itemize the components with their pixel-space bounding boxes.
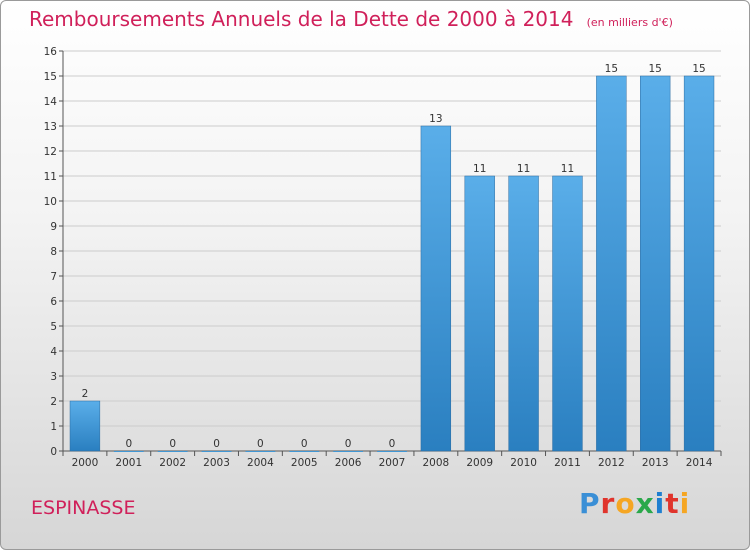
brand-letter: i [654,487,666,520]
y-tick-label: 6 [50,296,57,308]
bar-layer [69,75,715,452]
y-tick-label: 0 [50,446,57,458]
bar-value-label: 0 [301,438,308,450]
x-tick-label: 2013 [642,457,669,469]
x-tick-label: 2007 [379,457,406,469]
bar-2011 [552,175,583,452]
x-tick-label: 2014 [686,457,713,469]
x-tick-label: 2008 [422,457,449,469]
x-tick-label: 2006 [335,457,362,469]
bar-2002 [157,451,188,452]
bar-2014 [683,75,715,452]
bar-value-label: 11 [561,163,574,175]
bar-value-label: 15 [605,63,618,75]
bar-value-label: 0 [125,438,132,450]
bar-value-label: 15 [692,63,705,75]
y-tick-label: 3 [50,371,57,383]
chart-title: Remboursements Annuels de la Dette de 20… [29,7,574,31]
bar-2012 [596,75,627,452]
bar-2005 [289,451,320,452]
brand-letter: t [665,487,680,520]
y-tick-label: 12 [44,146,57,158]
title-row: Remboursements Annuels de la Dette de 20… [29,7,673,31]
x-tick-label: 2000 [72,457,99,469]
bar-value-label: 0 [345,438,352,450]
y-tick-label: 1 [50,421,57,433]
x-tick-label: 2001 [115,457,142,469]
bar-2004 [245,451,276,452]
bar-2007 [377,451,407,452]
unit-note: (en milliers d'€) [586,16,673,29]
x-tick-label: 2003 [203,457,230,469]
bar-value-label: 0 [169,438,176,450]
bar-2006 [333,451,364,452]
bar-value-label: 0 [213,438,220,450]
y-tick-label: 5 [50,321,57,333]
bar-value-label: 11 [473,163,486,175]
x-tick-label: 2011 [554,457,581,469]
x-tick-label: 2009 [466,457,493,469]
bar-2001 [113,451,144,452]
x-tick-label: 2012 [598,457,625,469]
bar-value-label: 11 [517,163,530,175]
y-tick-label: 14 [44,96,58,108]
y-tick-label: 13 [44,121,57,133]
y-tick-label: 11 [44,171,57,183]
bar-2009 [464,175,495,452]
y-tick-label: 2 [50,396,57,408]
y-tick-label: 7 [50,271,57,283]
bar-value-label: 2 [82,388,89,400]
x-tick-label: 2002 [159,457,186,469]
bar-2013 [640,75,671,452]
bar-value-label: 0 [389,438,396,450]
bar-value-label: 15 [649,63,662,75]
bar-value-label: 13 [429,113,442,125]
bar-2010 [508,175,539,452]
x-tick-label: 2004 [247,457,274,469]
location-name: ESPINASSE [31,497,136,519]
bar-2000 [69,400,101,452]
label-layer: 2 2000 0 2001 0 2002 0 2003 0 2004 0 2005 0 2006 0 2007… [72,63,713,469]
bar-2003 [201,451,232,452]
brand-letter: o [615,487,636,520]
y-tick-label: 9 [50,221,57,233]
bar-value-label: 0 [257,438,264,450]
bar-2008 [420,125,452,452]
x-tick-label: 2005 [291,457,318,469]
brand-letter: x [635,487,655,520]
x-tick-label: 2010 [510,457,537,469]
brand-letter: r [600,487,616,520]
y-tick-label: 8 [50,246,57,258]
y-tick-label: 4 [50,346,57,358]
y-tick-label: 16 [44,46,58,58]
brand-letter: P [579,487,601,520]
y-tick-label: 10 [44,196,57,208]
brand-logo: Proxiti [579,487,690,520]
brand-letter: i [679,487,691,520]
y-tick-label: 15 [44,71,57,83]
